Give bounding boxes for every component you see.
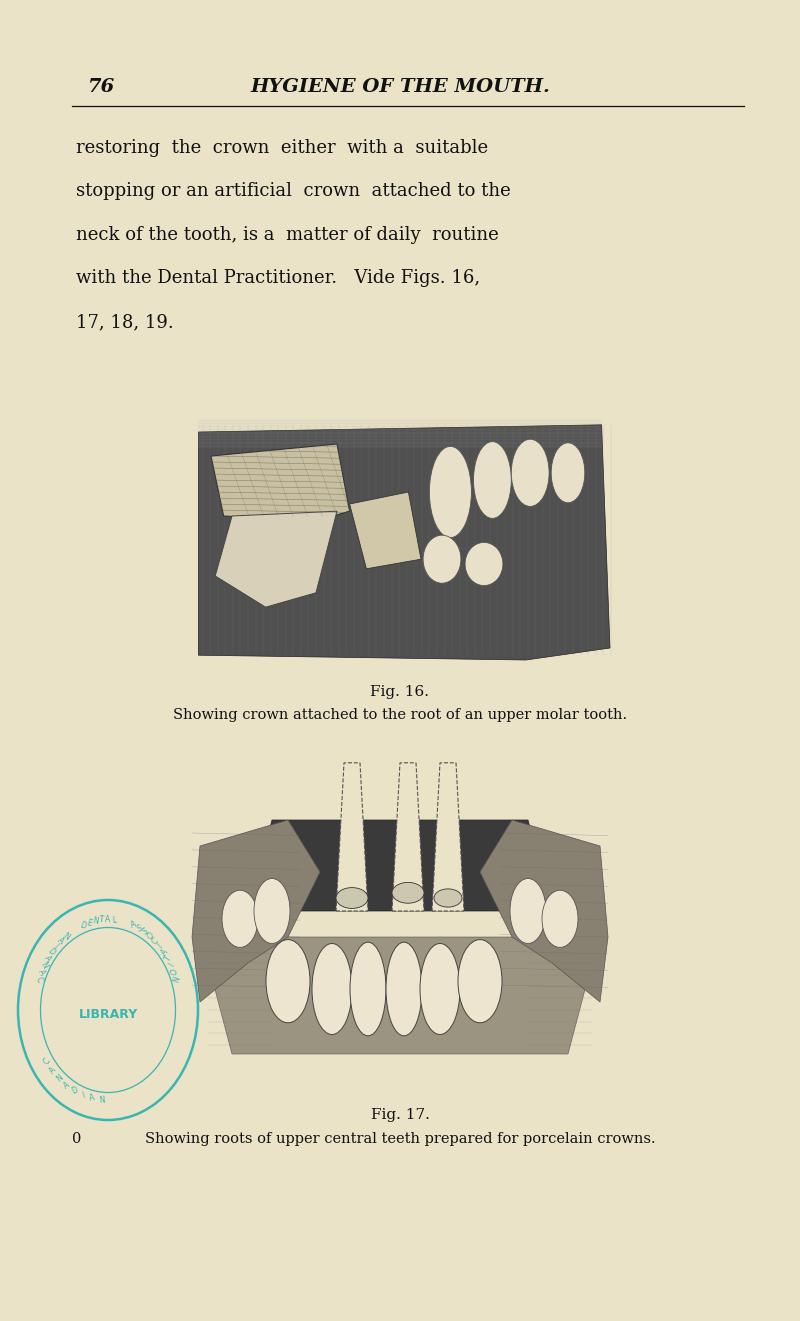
Polygon shape [215, 511, 337, 608]
Polygon shape [208, 937, 592, 1054]
Text: 17, 18, 19.: 17, 18, 19. [76, 313, 174, 332]
Text: A: A [106, 915, 110, 925]
Polygon shape [248, 820, 552, 911]
Polygon shape [480, 820, 608, 1003]
Text: N: N [61, 931, 70, 942]
Text: I: I [81, 1091, 86, 1100]
Text: N: N [98, 1095, 105, 1104]
Text: A: A [48, 1066, 58, 1075]
Polygon shape [350, 491, 421, 569]
Text: T: T [99, 915, 104, 925]
Text: C: C [42, 1057, 53, 1066]
Text: A: A [42, 954, 53, 963]
Text: D: D [70, 1086, 80, 1096]
Ellipse shape [266, 939, 310, 1022]
Text: C: C [34, 975, 44, 983]
Text: N: N [91, 917, 98, 926]
Ellipse shape [474, 441, 511, 518]
Text: O: O [170, 967, 180, 976]
Text: S: S [141, 927, 150, 937]
Text: neck of the tooth, is a  matter of daily  routine: neck of the tooth, is a matter of daily … [76, 226, 498, 244]
Ellipse shape [511, 439, 549, 506]
Text: stopping or an artificial  crown  attached to the: stopping or an artificial crown attached… [76, 182, 510, 201]
Text: O: O [146, 931, 155, 942]
Text: N: N [54, 1073, 65, 1083]
Text: LIBRARY: LIBRARY [78, 1008, 138, 1021]
Ellipse shape [551, 443, 585, 503]
Text: C: C [150, 935, 160, 946]
Text: with the Dental Practitioner.   Vide Figs. 16,: with the Dental Practitioner. Vide Figs.… [76, 269, 480, 288]
Ellipse shape [386, 942, 422, 1036]
Text: I: I [167, 962, 176, 968]
Text: N: N [172, 975, 182, 983]
Text: E: E [86, 918, 92, 927]
Ellipse shape [465, 543, 503, 585]
Polygon shape [211, 444, 350, 520]
Ellipse shape [392, 882, 424, 904]
Ellipse shape [222, 890, 258, 947]
Text: D: D [78, 919, 87, 930]
Text: A: A [36, 967, 46, 976]
Ellipse shape [510, 878, 546, 943]
Ellipse shape [350, 942, 386, 1036]
Ellipse shape [430, 446, 471, 538]
Ellipse shape [420, 943, 460, 1034]
Text: 76: 76 [88, 78, 115, 96]
Polygon shape [336, 762, 368, 911]
Text: A: A [62, 1081, 72, 1090]
Text: restoring  the  crown  either  with a  suitable: restoring the crown either with a suitab… [76, 139, 488, 157]
Text: 0: 0 [72, 1132, 82, 1147]
Polygon shape [192, 820, 320, 1003]
Text: Showing crown attached to the root of an upper molar tooth.: Showing crown attached to the root of an… [173, 708, 627, 723]
Text: L: L [112, 915, 117, 925]
Text: D: D [46, 947, 57, 958]
Text: I: I [156, 942, 164, 950]
Text: Showing roots of upper central teeth prepared for porcelain crowns.: Showing roots of upper central teeth pre… [145, 1132, 655, 1147]
Text: A: A [89, 1094, 96, 1103]
Text: N: N [38, 960, 50, 970]
Text: Fig. 17.: Fig. 17. [370, 1108, 430, 1122]
Polygon shape [392, 762, 424, 911]
Text: A: A [56, 935, 66, 946]
Text: S: S [135, 923, 143, 934]
Text: HYGIENE OF THE MOUTH.: HYGIENE OF THE MOUTH. [250, 78, 550, 96]
Ellipse shape [312, 943, 352, 1034]
Text: T: T [163, 954, 174, 963]
Polygon shape [198, 425, 610, 660]
Text: I: I [52, 942, 60, 950]
Text: A: A [130, 921, 138, 930]
Text: Fig. 16.: Fig. 16. [370, 686, 430, 699]
Ellipse shape [423, 535, 461, 583]
Ellipse shape [254, 878, 290, 943]
Text: A: A [159, 947, 170, 956]
Ellipse shape [542, 890, 578, 947]
Ellipse shape [336, 888, 368, 909]
Ellipse shape [458, 939, 502, 1022]
Polygon shape [432, 762, 464, 911]
Ellipse shape [434, 889, 462, 908]
